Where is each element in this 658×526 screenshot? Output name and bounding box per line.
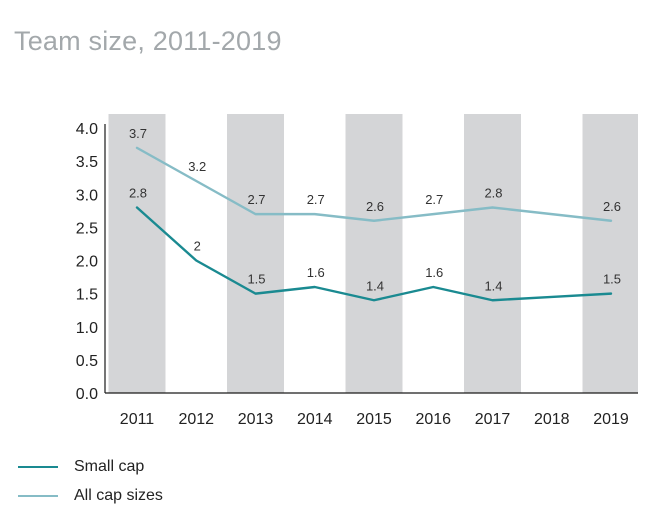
data-label-small-cap: 2.8 [129, 186, 147, 201]
shaded-bands [108, 114, 638, 393]
data-label-small-cap: 1.5 [247, 272, 265, 287]
y-tick-label: 0.0 [76, 386, 98, 403]
series-lines [135, 146, 613, 302]
y-tick-label: 1.5 [76, 287, 98, 304]
band-2011 [108, 114, 166, 393]
x-tick-label: 2012 [178, 411, 214, 428]
legend: Small cap All cap sizes [18, 452, 163, 510]
series-line-small-cap [135, 206, 613, 302]
legend-swatch-small-cap [18, 465, 58, 468]
x-tick-label: 2017 [475, 411, 511, 428]
series-line-all-cap-sizes [135, 146, 613, 222]
x-tick-label: 2019 [593, 411, 629, 428]
data-label-all-cap-sizes: 2.6 [603, 199, 621, 214]
x-tick-labels: 2011 2012 2013 2014 2015 2016 2017 2018 2019 [120, 411, 629, 428]
data-label-all-cap-sizes: 2.7 [425, 192, 443, 207]
data-label-small-cap: 1.4 [366, 278, 384, 293]
band-2019 [582, 114, 638, 393]
data-label-all-cap-sizes: 2.8 [484, 186, 502, 201]
x-tick-label: 2015 [356, 411, 392, 428]
y-tick-labels: 0.0 0.5 1.0 1.5 2.0 2.5 3.0 3.5 4.0 [76, 121, 98, 403]
x-tick-label: 2011 [120, 411, 155, 428]
x-tick-label: 2014 [297, 411, 333, 428]
legend-label-all-cap-sizes: All cap sizes [74, 486, 163, 504]
band-2015 [345, 114, 403, 393]
legend-item-small-cap: Small cap [18, 452, 163, 481]
data-label-all-cap-sizes: 2.7 [247, 192, 265, 207]
y-tick-label: 3.5 [76, 154, 98, 171]
x-tick-label: 2018 [534, 411, 570, 428]
legend-swatch-all-cap-sizes [18, 494, 58, 497]
data-labels: 2.8 2 1.5 1.6 1.4 1.6 1.4 1.5 3.7 3.2 2.7 2.7 2.6 2.7… [129, 126, 621, 293]
y-tick-label: 2.5 [76, 220, 98, 237]
data-label-small-cap: 1.6 [307, 265, 325, 280]
legend-label-small-cap: Small cap [74, 457, 145, 475]
x-tick-label: 2013 [238, 411, 274, 428]
y-tick-label: 4.0 [76, 121, 98, 138]
y-tick-label: 0.5 [76, 353, 98, 370]
data-label-small-cap: 2 [194, 239, 201, 254]
axes [104, 124, 638, 394]
band-2013 [227, 114, 284, 393]
y-tick-label: 3.0 [76, 187, 98, 204]
data-label-small-cap: 1.4 [484, 278, 502, 293]
x-tick-label: 2016 [415, 411, 451, 428]
data-label-all-cap-sizes: 3.7 [129, 126, 147, 141]
data-label-all-cap-sizes: 2.7 [307, 192, 325, 207]
data-label-small-cap: 1.5 [603, 272, 621, 287]
data-label-all-cap-sizes: 3.2 [188, 159, 206, 174]
data-label-small-cap: 1.6 [425, 265, 443, 280]
legend-item-all-cap-sizes: All cap sizes [18, 481, 163, 510]
y-tick-label: 1.0 [76, 320, 98, 337]
data-label-all-cap-sizes: 2.6 [366, 199, 384, 214]
chart-title: Team size, 2011-2019 [14, 26, 282, 56]
band-2017 [464, 114, 521, 393]
y-tick-label: 2.0 [76, 254, 98, 271]
